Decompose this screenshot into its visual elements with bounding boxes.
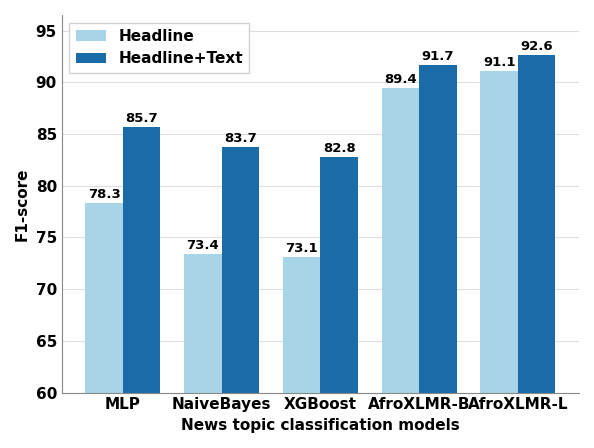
Bar: [86, 203, 123, 448]
Legend: Headline, Headline+Text: Headline, Headline+Text: [69, 23, 249, 73]
Text: 91.1: 91.1: [483, 56, 516, 69]
Bar: [222, 147, 259, 448]
Text: 73.4: 73.4: [187, 239, 219, 252]
Bar: [184, 254, 222, 448]
Bar: [481, 71, 518, 448]
X-axis label: News topic classification models: News topic classification models: [181, 418, 460, 433]
Bar: [123, 127, 160, 448]
Bar: [518, 56, 555, 448]
Bar: [419, 65, 457, 448]
Bar: [381, 88, 419, 448]
Bar: [283, 257, 320, 448]
Text: 73.1: 73.1: [285, 242, 318, 255]
Text: 82.8: 82.8: [323, 142, 356, 155]
Text: 78.3: 78.3: [88, 188, 121, 201]
Text: 92.6: 92.6: [520, 40, 553, 53]
Text: 91.7: 91.7: [422, 50, 454, 63]
Y-axis label: F1-score: F1-score: [15, 167, 30, 241]
Bar: [320, 157, 358, 448]
Text: 83.7: 83.7: [224, 132, 257, 145]
Text: 89.4: 89.4: [384, 73, 417, 86]
Text: 85.7: 85.7: [125, 112, 158, 125]
